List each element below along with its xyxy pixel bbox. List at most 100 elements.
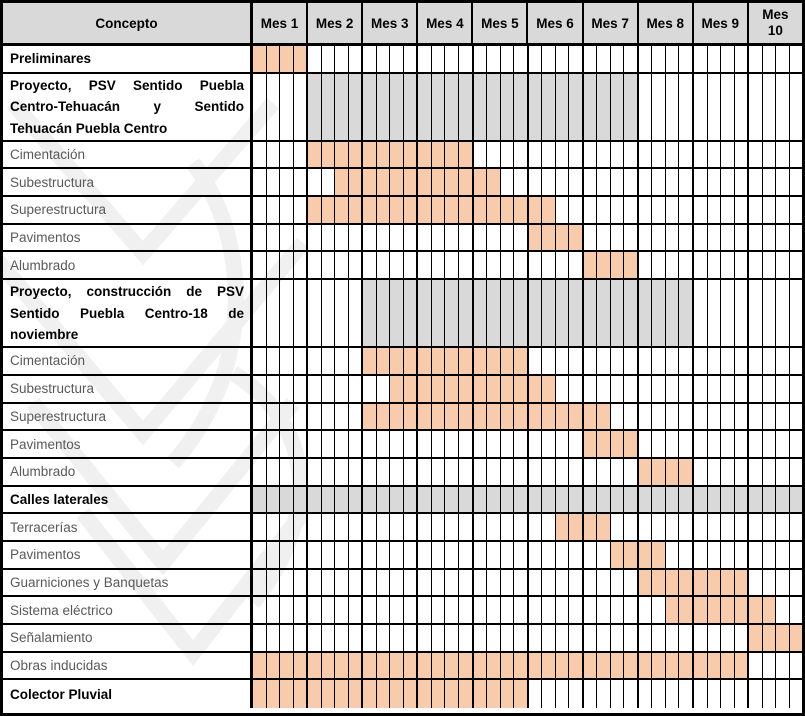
- week-cell: [692, 680, 707, 709]
- week-cell: [253, 597, 266, 623]
- week-cell: [651, 597, 665, 623]
- gantt-bar-cell: [526, 375, 542, 402]
- week-cell: [265, 141, 280, 168]
- week-cell: [265, 625, 280, 651]
- week-cell: [541, 141, 555, 168]
- gantt-bar-cell: [471, 348, 487, 374]
- week-cell: [554, 569, 569, 596]
- week-cell: [596, 224, 610, 251]
- week-cell: [444, 252, 458, 279]
- week-cell: [706, 458, 721, 485]
- week-cell: [706, 375, 721, 402]
- row-label: Superestructura: [3, 197, 253, 223]
- gantt-bar-cell: [623, 252, 637, 279]
- week-cell: [253, 570, 266, 596]
- gantt-bar-cell: [430, 73, 445, 140]
- week-cell: [499, 431, 514, 457]
- week-cell: [692, 197, 707, 223]
- gantt-bar-cell: [720, 569, 734, 596]
- gantt-bar-cell: [664, 597, 679, 623]
- week-cell: [692, 458, 707, 485]
- gantt-bar-cell: [361, 73, 376, 140]
- gantt-bar-cell: [692, 652, 707, 679]
- week-cell: [279, 458, 293, 485]
- week-cell: [279, 403, 293, 430]
- gantt-bar-cell: [375, 680, 390, 709]
- week-cell: [486, 141, 500, 168]
- gantt-bar-cell: [347, 680, 362, 709]
- gantt-bar-cell: [788, 625, 802, 651]
- week-cell: [457, 431, 472, 457]
- week-cell: [499, 458, 514, 485]
- week-cell: [678, 431, 692, 457]
- gantt-bar-cell: [651, 652, 665, 679]
- gantt-bar-cell: [664, 486, 679, 513]
- gantt-bar-cell: [389, 403, 403, 430]
- week-cell: [334, 431, 348, 457]
- week-cell: [334, 224, 348, 251]
- gantt-bar-cell: [430, 652, 445, 679]
- week-cell: [320, 541, 335, 568]
- gantt-bar-cell: [361, 403, 376, 430]
- week-cell: [706, 280, 721, 347]
- week-cell: [761, 680, 776, 709]
- gantt-bar-cell: [375, 73, 390, 140]
- week-cell: [664, 375, 679, 402]
- week-cell: [720, 141, 734, 168]
- gantt-bar-cell: [471, 280, 487, 347]
- week-cell: [292, 514, 307, 540]
- week-cell: [747, 348, 762, 374]
- week-cell: [678, 197, 692, 223]
- week-cell: [402, 458, 417, 485]
- week-cell: [775, 403, 789, 430]
- week-cell: [265, 224, 280, 251]
- week-cell: [253, 169, 266, 195]
- gantt-bar-cell: [596, 403, 610, 430]
- gantt-bar-cell: [416, 652, 431, 679]
- gantt-bar-cell: [444, 348, 458, 374]
- week-cell: [636, 46, 652, 72]
- gantt-bar-cell: [457, 680, 472, 709]
- gantt-bar-cell: [706, 486, 721, 513]
- gantt-bar-cell: [320, 197, 335, 223]
- week-cell: [651, 625, 665, 651]
- week-cell: [513, 569, 527, 596]
- gantt-bar-cell: [554, 73, 569, 140]
- week-cell: [499, 569, 514, 596]
- week-cell: [471, 597, 487, 623]
- week-cell: [361, 431, 376, 457]
- gantt-bar-cell: [320, 486, 335, 513]
- gantt-bar-cell: [375, 169, 390, 196]
- month-header-label: Mes 3: [370, 15, 409, 31]
- gantt-bar-cell: [444, 169, 458, 196]
- week-cells: [253, 280, 802, 347]
- gantt-bar-cell: [416, 403, 431, 430]
- week-cell: [513, 625, 527, 651]
- week-cell: [361, 46, 376, 72]
- gantt-bar-cell: [444, 652, 458, 679]
- week-cell: [279, 348, 293, 374]
- week-cell: [444, 597, 458, 623]
- week-cell: [664, 46, 679, 72]
- gantt-bar-cell: [306, 73, 321, 140]
- week-cell: [375, 625, 390, 651]
- week-cell: [609, 197, 624, 223]
- gantt-bar-cell: [389, 73, 403, 140]
- week-cell: [416, 252, 431, 279]
- week-cell: [513, 458, 527, 485]
- week-cell: [253, 74, 266, 140]
- gantt-bar-cell: [347, 141, 362, 168]
- week-cell: [636, 348, 652, 374]
- gantt-bar-cell: [513, 280, 527, 347]
- week-cell: [375, 569, 390, 596]
- week-cell: [706, 541, 721, 568]
- gantt-row: Preliminares: [3, 46, 802, 74]
- week-cell: [623, 514, 637, 540]
- week-cell: [306, 224, 321, 251]
- week-cells: [253, 141, 802, 168]
- week-cell: [664, 224, 679, 251]
- gantt-bar-cell: [457, 141, 472, 168]
- week-cell: [320, 569, 335, 596]
- gantt-bar-cell: [513, 680, 527, 709]
